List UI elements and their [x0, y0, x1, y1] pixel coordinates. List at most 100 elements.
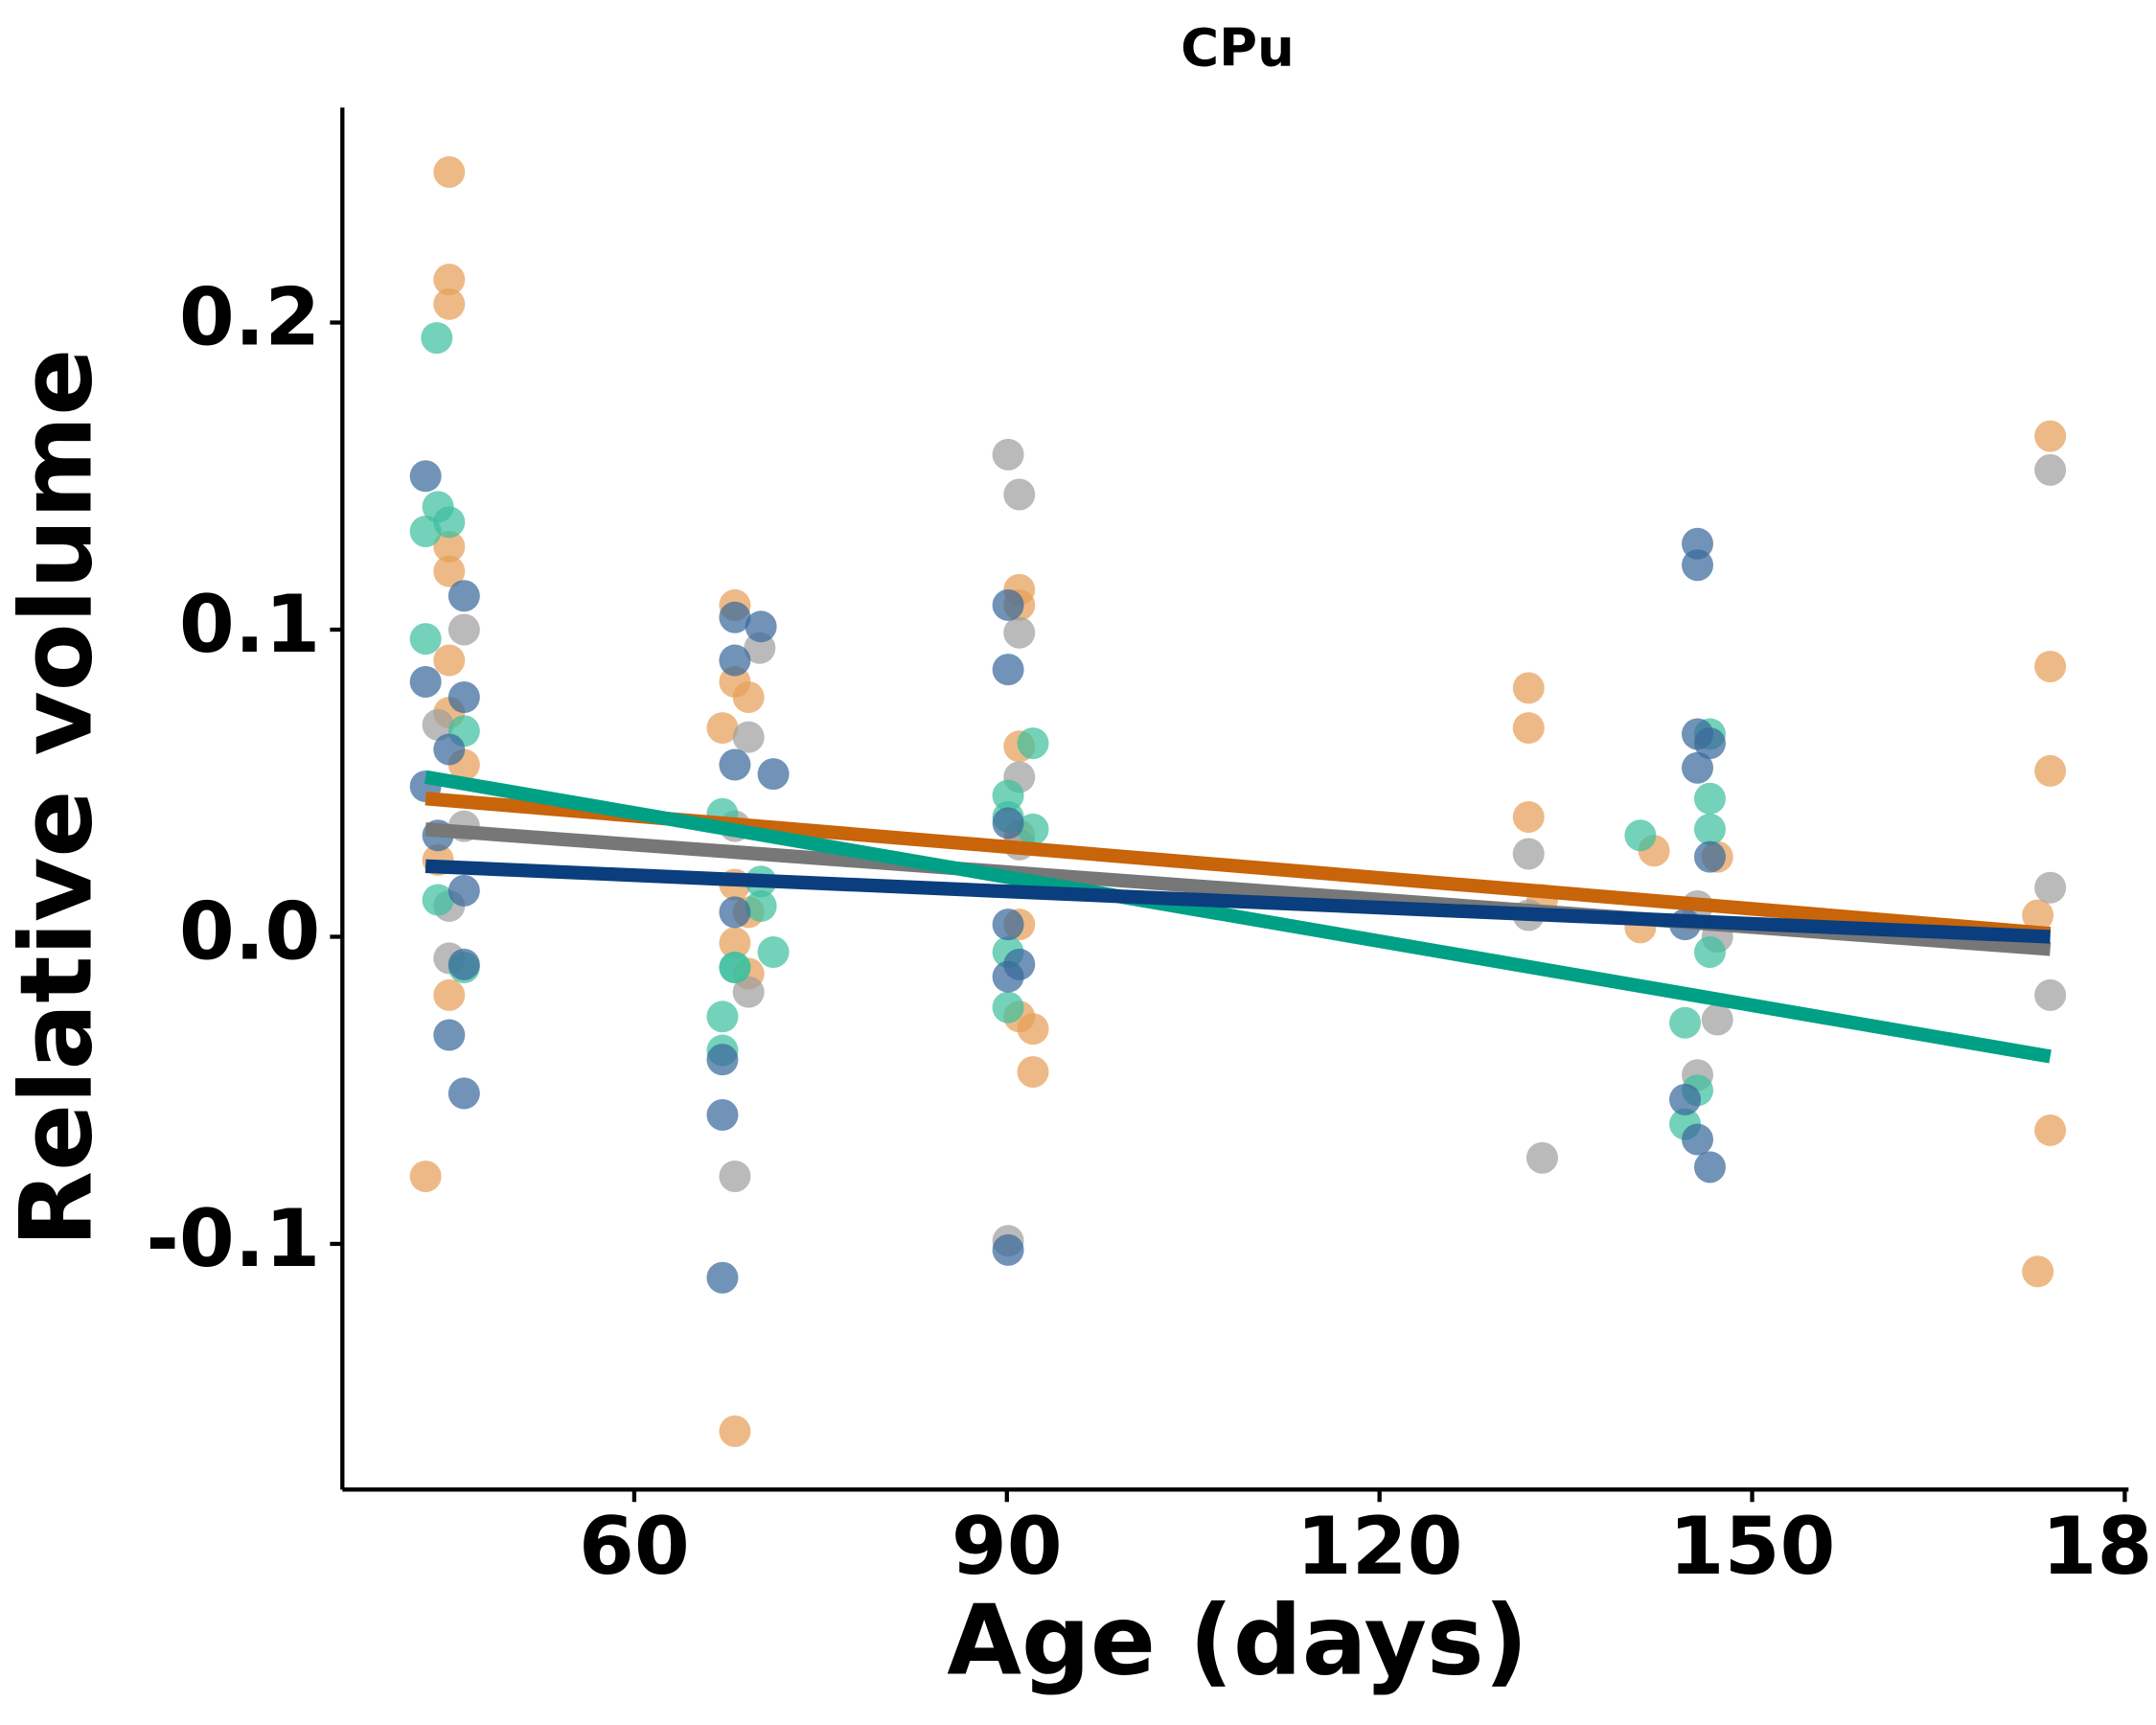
point	[1003, 478, 1036, 511]
point	[433, 644, 466, 677]
point	[447, 613, 480, 646]
point	[719, 1414, 751, 1447]
chart-title: CPu	[1181, 17, 1295, 79]
point	[409, 623, 442, 656]
point	[1017, 727, 1049, 760]
point	[1669, 1083, 1702, 1116]
x-axis-label: Age (days)	[947, 1585, 1527, 1697]
point	[2022, 1255, 2054, 1288]
point	[2034, 1114, 2067, 1146]
point	[409, 1160, 442, 1192]
point	[409, 515, 442, 547]
point	[706, 712, 739, 745]
point	[757, 936, 790, 969]
point	[719, 952, 751, 984]
x-tick-label: 60	[579, 1500, 690, 1593]
point	[1701, 1003, 1733, 1036]
point	[706, 1098, 739, 1131]
point	[992, 960, 1024, 993]
point	[1693, 813, 1726, 845]
point	[992, 807, 1024, 840]
point	[447, 580, 480, 612]
point	[706, 1044, 739, 1076]
point	[1512, 801, 1545, 834]
point	[992, 991, 1024, 1024]
point	[1693, 782, 1726, 815]
point	[757, 758, 790, 791]
point	[732, 976, 765, 1008]
point	[433, 156, 466, 189]
point	[1512, 672, 1545, 704]
point	[433, 264, 466, 296]
x-tick-label: 90	[952, 1500, 1063, 1593]
y-tick-label: -0.1	[146, 1192, 320, 1285]
point	[1017, 1013, 1049, 1046]
point	[745, 610, 777, 643]
point	[433, 978, 466, 1011]
point	[433, 288, 466, 320]
point	[1693, 1151, 1726, 1184]
point	[719, 1160, 751, 1192]
x-tick-label: 180	[2042, 1500, 2156, 1593]
point	[745, 889, 777, 922]
y-tick-label: 0.1	[179, 578, 320, 671]
point	[422, 884, 454, 916]
y-tick-label: 0.0	[179, 885, 320, 978]
point	[1682, 751, 1714, 784]
point	[1525, 1141, 1558, 1174]
point	[1693, 727, 1726, 760]
point	[409, 460, 442, 493]
point	[992, 654, 1024, 686]
point	[422, 708, 454, 741]
point	[1512, 712, 1545, 745]
point	[1003, 616, 1036, 649]
point	[992, 588, 1024, 621]
point	[719, 748, 751, 781]
point	[1693, 840, 1726, 873]
point	[992, 1233, 1024, 1266]
point	[2034, 871, 2067, 904]
point	[409, 665, 442, 698]
point	[2034, 420, 2067, 452]
point	[447, 681, 480, 714]
point	[1017, 1055, 1049, 1088]
point	[1512, 838, 1545, 870]
point	[732, 681, 765, 714]
point	[719, 896, 751, 929]
point	[992, 908, 1024, 941]
x-tick-label: 120	[1296, 1500, 1463, 1593]
point	[1682, 549, 1714, 582]
point	[433, 555, 466, 587]
point	[447, 874, 480, 907]
point	[2034, 650, 2067, 682]
point	[1017, 813, 1049, 845]
point	[719, 927, 751, 959]
x-tick-label: 150	[1669, 1500, 1836, 1593]
point	[433, 530, 466, 563]
point	[1624, 819, 1657, 852]
point	[719, 601, 751, 633]
point	[433, 733, 466, 766]
point	[706, 1261, 739, 1294]
y-axis-label: Relative volume	[0, 349, 114, 1248]
point	[732, 721, 765, 753]
trend-line	[424, 859, 2051, 944]
point	[1693, 936, 1726, 969]
point	[421, 322, 453, 355]
point	[719, 644, 751, 677]
trend-line	[424, 770, 2052, 1064]
point	[2022, 899, 2054, 932]
point	[992, 438, 1024, 471]
point	[2034, 978, 2067, 1011]
point	[1682, 1123, 1714, 1156]
point	[706, 1000, 739, 1033]
point	[447, 1077, 480, 1110]
point	[1669, 1006, 1702, 1039]
point	[447, 948, 480, 980]
point	[433, 1019, 466, 1051]
point	[2034, 453, 2067, 486]
y-tick-label: 0.2	[179, 270, 320, 363]
point	[2034, 754, 2067, 787]
